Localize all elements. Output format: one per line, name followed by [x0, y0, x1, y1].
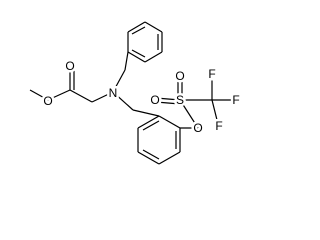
- atom-label: S: [176, 93, 184, 107]
- bonds: [29, 21, 234, 165]
- atom-label: N: [109, 86, 118, 100]
- atom-label: O: [150, 93, 159, 107]
- atom-label: O: [175, 69, 184, 83]
- atom-label: F: [215, 119, 222, 133]
- atom-labels: O O N O S O O F F F: [41, 57, 242, 138]
- atom-label: F: [232, 93, 239, 107]
- atom-label: O: [65, 59, 74, 73]
- structure-diagram: O O N O S O O F F F: [29, 21, 242, 165]
- atom-label: F: [208, 67, 215, 81]
- atom-label: O: [193, 121, 202, 135]
- atom-label: O: [43, 94, 52, 108]
